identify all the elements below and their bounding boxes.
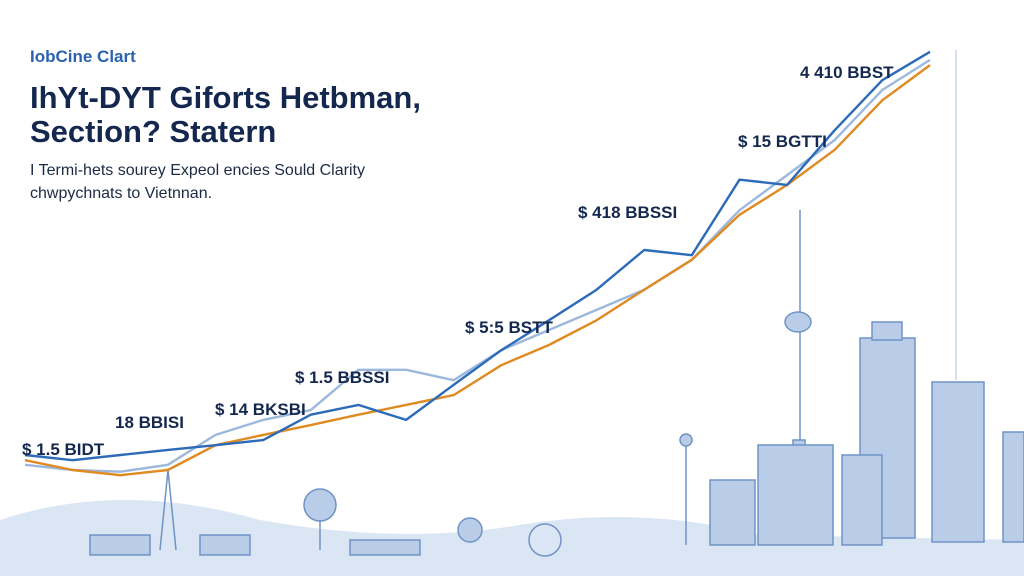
skyline [0, 50, 1024, 576]
annotation: $ 14 BKSBI [215, 400, 306, 419]
subtitle: chwpychnats to Vietnnan. [30, 185, 212, 202]
subtitle: I Termi-hets sourey Expeol encies Sould … [30, 162, 365, 179]
chart-title: Section? Statern [30, 114, 276, 149]
annotation: $ 1.5 BIDT [22, 440, 105, 459]
kicker: IobCine Clart [30, 47, 136, 66]
chart-title: IhYt-DYT Giforts Hetbman, [30, 80, 421, 115]
line-series [24, 58, 931, 473]
annotation: $ 5:5 BSTT [465, 318, 553, 337]
annotation: 4 410 BBST [800, 63, 894, 82]
annotation: $ 15 BGTTI [738, 132, 827, 151]
line-series [24, 50, 931, 462]
annotation: $ 418 BBSSI [578, 203, 677, 222]
line-series [24, 64, 931, 477]
annotation: 18 BBISI [115, 413, 184, 432]
annotation: $ 1.5 BBSSI [295, 368, 390, 387]
